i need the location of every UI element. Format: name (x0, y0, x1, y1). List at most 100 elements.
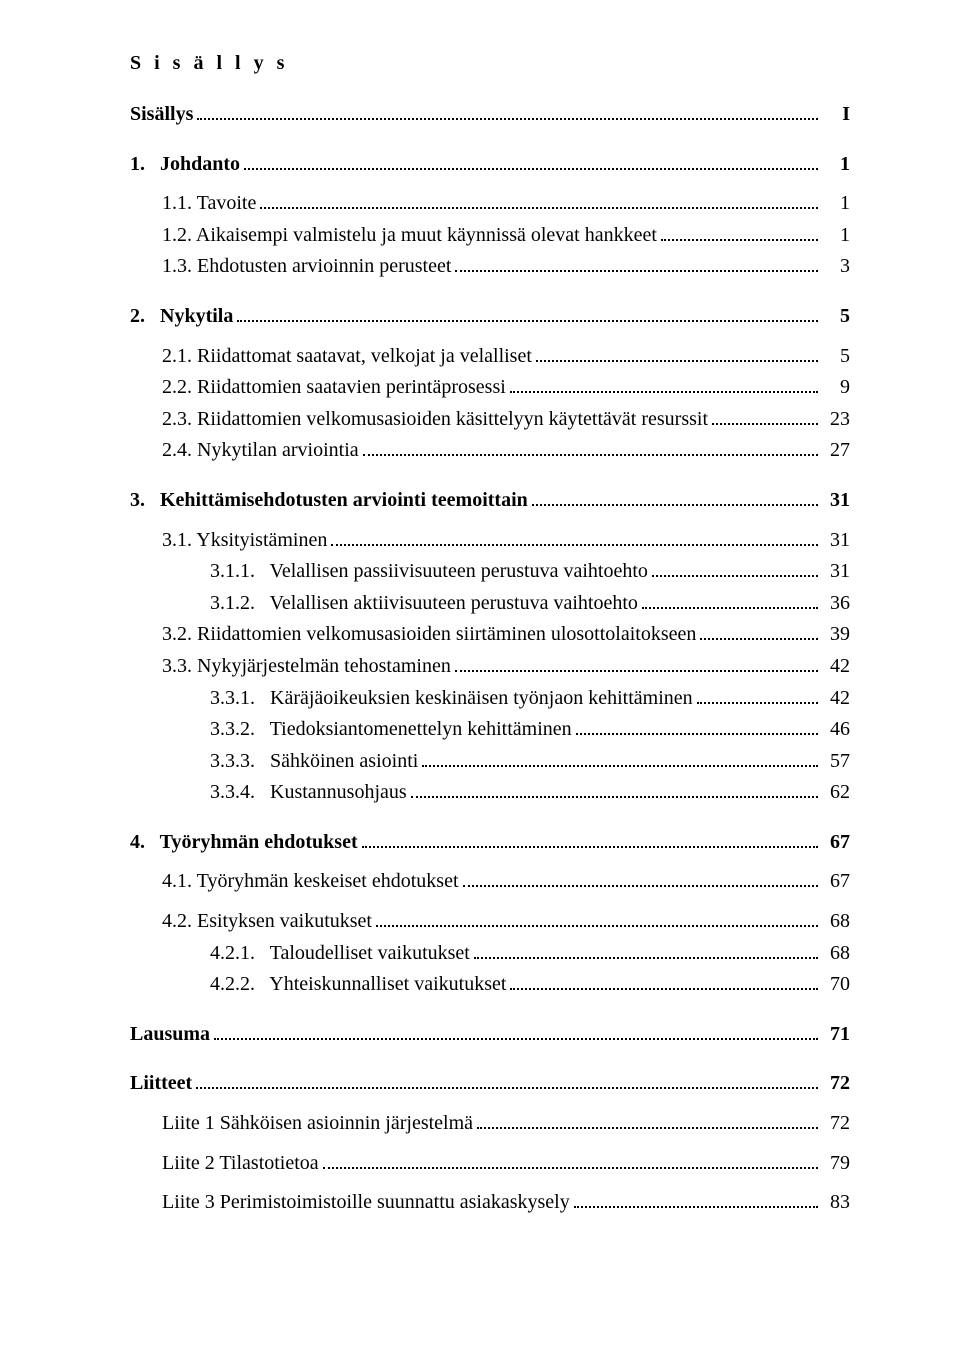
toc-entry: Liite 2 Tilastotietoa79 (130, 1150, 850, 1178)
toc-entry-text: 3.3. Nykyjärjestelmän tehostaminen (162, 653, 451, 681)
toc-entry-page: 79 (822, 1150, 850, 1178)
toc-leader-dots (197, 106, 818, 120)
toc-leader-dots (237, 308, 818, 322)
toc-leader-dots (455, 658, 818, 672)
page-title: S i s ä l l y s (130, 52, 850, 75)
toc-entry-page: 27 (822, 437, 850, 465)
toc-entry-page: 31 (822, 487, 850, 515)
toc-leader-dots (700, 626, 818, 640)
toc-spacing (130, 285, 850, 303)
toc-spacing (130, 335, 850, 343)
toc-leader-dots (362, 834, 818, 848)
toc-leader-dots (712, 411, 818, 425)
toc-entry: 3.2. Riidattomien velkomusasioiden siirt… (130, 621, 850, 649)
toc-entry-text: 1. Johdanto (130, 151, 240, 179)
toc-leader-dots (642, 595, 818, 609)
toc-entry-text: Liite 1 Sähköisen asioinnin järjestelmä (162, 1110, 473, 1138)
toc-entry: 4.2. Esityksen vaikutukset68 (130, 908, 850, 936)
toc-entry-text: 3.2. Riidattomien velkomusasioiden siirt… (162, 621, 696, 649)
toc-entry-text: 3.1. Yksityistäminen (162, 527, 327, 555)
toc-spacing (130, 860, 850, 868)
toc-leader-dots (363, 442, 818, 456)
toc-entry-page: 68 (822, 908, 850, 936)
toc-entry-page: 67 (822, 829, 850, 857)
toc-leader-dots (463, 873, 818, 887)
toc-entry-page: 31 (822, 527, 850, 555)
toc-leader-dots (661, 227, 818, 241)
toc-entry-text: 2.3. Riidattomien velkomusasioiden käsit… (162, 406, 708, 434)
toc-entry-page: 1 (822, 190, 850, 218)
toc-entry-text: 4.1. Työryhmän keskeiset ehdotukset (162, 868, 459, 896)
toc-entry: 1.1. Tavoite1 (130, 190, 850, 218)
toc-entry-page: 23 (822, 406, 850, 434)
toc-entry-text: 3.3.1. Käräjäoikeuksien keskinäisen työn… (210, 685, 693, 713)
toc-entry: 4.1. Työryhmän keskeiset ehdotukset 67 (130, 868, 850, 896)
toc-entry: Lausuma 71 (130, 1021, 850, 1049)
toc-leader-dots (532, 492, 818, 506)
toc-entry-text: Lausuma (130, 1021, 210, 1049)
toc-entry: 2.1. Riidattomat saatavat, velkojat ja v… (130, 343, 850, 371)
toc-entry: 4.2.2. Yhteiskunnalliset vaikutukset 70 (130, 971, 850, 999)
toc-entry: 3.3.2. Tiedoksiantomenettelyn kehittämin… (130, 716, 850, 744)
toc-entry: 3.3. Nykyjärjestelmän tehostaminen42 (130, 653, 850, 681)
toc-entry-page: 1 (822, 222, 850, 250)
toc-entry: 2.4. Nykytilan arviointia 27 (130, 437, 850, 465)
table-of-contents: SisällysI1. Johdanto11.1. Tavoite11.2. A… (130, 101, 850, 1217)
toc-entry: 2.2. Riidattomien saatavien perintäprose… (130, 374, 850, 402)
toc-leader-dots (422, 753, 818, 767)
toc-entry-page: 42 (822, 685, 850, 713)
toc-entry-text: 2.4. Nykytilan arviointia (162, 437, 359, 465)
toc-leader-dots (376, 913, 818, 927)
toc-entry-page: 46 (822, 716, 850, 744)
toc-entry-page: 5 (822, 343, 850, 371)
toc-entry-text: 4.2.2. Yhteiskunnalliset vaikutukset (210, 971, 506, 999)
toc-leader-dots (474, 945, 818, 959)
toc-entry-page: 70 (822, 971, 850, 999)
toc-leader-dots (574, 1194, 818, 1208)
toc-leader-dots (576, 721, 818, 735)
toc-entry-page: 83 (822, 1189, 850, 1217)
toc-entry-page: 72 (822, 1110, 850, 1138)
toc-spacing (130, 469, 850, 487)
toc-entry-page: 67 (822, 868, 850, 896)
toc-entry: Liite 1 Sähköisen asioinnin järjestelmä 7… (130, 1110, 850, 1138)
toc-leader-dots (260, 195, 818, 209)
toc-entry-page: 5 (822, 303, 850, 331)
toc-entry-text: 3.3.3. Sähköinen asiointi (210, 748, 418, 776)
toc-entry-text: Liite 3 Perimistoimistoille suunnattu as… (162, 1189, 570, 1217)
toc-entry: 3.1.1. Velallisen passiivisuuteen perust… (130, 558, 850, 586)
toc-entry-text: 2.2. Riidattomien saatavien perintäprose… (162, 374, 506, 402)
toc-entry-page: 57 (822, 748, 850, 776)
toc-entry: Liitteet72 (130, 1070, 850, 1098)
toc-leader-dots (477, 1115, 818, 1129)
toc-leader-dots (510, 976, 818, 990)
toc-entry-text: 3.3.4. Kustannusohjaus (210, 779, 407, 807)
toc-leader-dots (196, 1075, 818, 1089)
toc-entry: 2.3. Riidattomien velkomusasioiden käsit… (130, 406, 850, 434)
document-page: S i s ä l l y s SisällysI1. Johdanto11.1… (0, 0, 960, 1354)
toc-entry-text: 2.1. Riidattomat saatavat, velkojat ja v… (162, 343, 532, 371)
toc-entry-text: 1.3. Ehdotusten arvioinnin perusteet (162, 253, 451, 281)
toc-entry: 1. Johdanto1 (130, 151, 850, 179)
toc-spacing (130, 900, 850, 908)
toc-entry-page: 3 (822, 253, 850, 281)
toc-entry-page: 62 (822, 779, 850, 807)
toc-entry-text: 4. Työryhmän ehdotukset (130, 829, 358, 857)
toc-leader-dots (323, 1155, 818, 1169)
toc-entry-page: 72 (822, 1070, 850, 1098)
toc-entry-text: 3.1.2. Velallisen aktiivisuuteen perustu… (210, 590, 638, 618)
toc-entry-text: 4.2.1. Taloudelliset vaikutukset (210, 940, 470, 968)
toc-leader-dots (244, 156, 818, 170)
toc-entry-page: 39 (822, 621, 850, 649)
toc-entry-text: 3.3.2. Tiedoksiantomenettelyn kehittämin… (210, 716, 572, 744)
toc-entry-text: 3.1.1. Velallisen passiivisuuteen perust… (210, 558, 648, 586)
toc-entry: SisällysI (130, 101, 850, 129)
toc-entry: Liite 3 Perimistoimistoille suunnattu as… (130, 1189, 850, 1217)
toc-leader-dots (652, 563, 818, 577)
toc-spacing (130, 1142, 850, 1150)
toc-entry-page: 71 (822, 1021, 850, 1049)
toc-entry: 4. Työryhmän ehdotukset 67 (130, 829, 850, 857)
toc-leader-dots (536, 348, 818, 362)
toc-leader-dots (411, 784, 818, 798)
toc-spacing (130, 811, 850, 829)
